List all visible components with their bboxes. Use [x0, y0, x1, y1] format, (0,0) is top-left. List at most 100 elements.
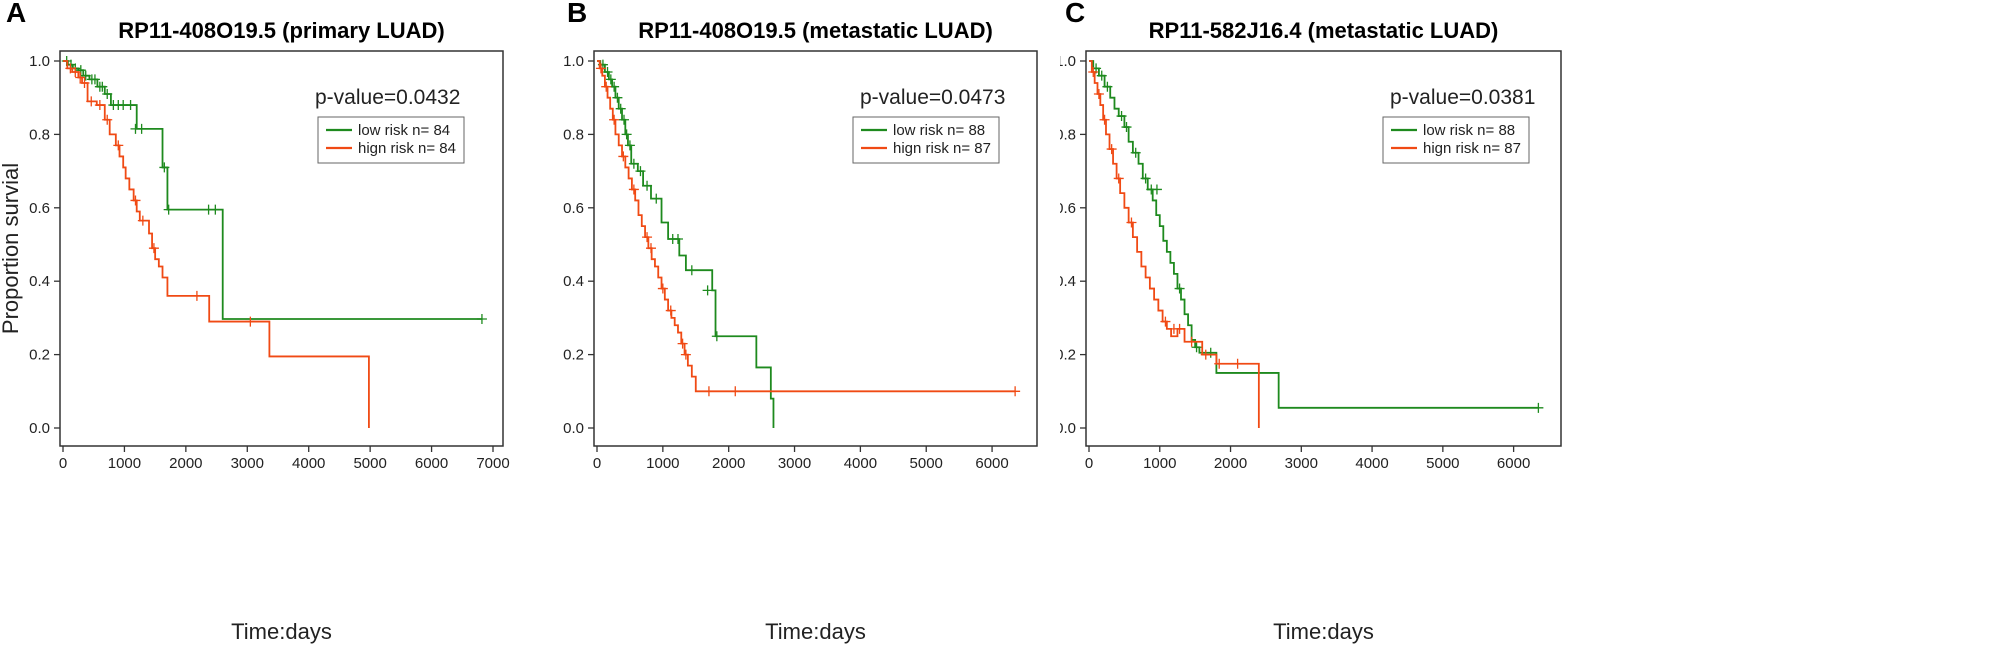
high-risk-censor-mark [1160, 316, 1171, 327]
low-risk-censor-mark [1102, 81, 1113, 92]
x-axis-label: Time:days [231, 619, 332, 644]
y-tick-label: 0.6 [563, 200, 584, 217]
low-risk-censor-mark [89, 74, 100, 85]
chart-title: RP11-408O19.5 (metastatic LUAD) [638, 18, 993, 43]
high-risk-censor-mark [665, 305, 676, 316]
high-risk-censor-mark [1088, 67, 1099, 78]
km-chart-b: B RP11-408O19.5 (metastatic LUAD) 0.0 0.2 0.… [563, 0, 1038, 644]
x-tick-label: 4000 [1355, 455, 1388, 472]
high-risk-censor-mark [1174, 323, 1185, 334]
high-risk-censor-mark [94, 100, 105, 111]
high-risk-censor-mark [642, 232, 653, 243]
high-risk-censor-mark [75, 72, 86, 83]
x-tick-label: 5000 [1426, 455, 1459, 472]
high-risk-censor-mark [1093, 89, 1104, 100]
low-risk-censor-mark [711, 331, 722, 342]
high-risk-censor-mark [245, 316, 256, 327]
x-tick-label: 1000 [1143, 455, 1176, 472]
low-risk-censor-mark [628, 158, 639, 169]
low-risk-censor-mark [136, 123, 147, 134]
y-tick-label: 0.2 [563, 347, 584, 364]
low-risk-censor-mark [210, 204, 221, 215]
low-risk-censor-mark [1116, 111, 1127, 122]
high-risk-censor-mark [677, 338, 688, 349]
low-risk-censor-mark [605, 74, 616, 85]
low-risk-censor-mark [642, 180, 653, 191]
legend-entry: hign risk n= 87 [893, 140, 991, 157]
y-tick-label: 0.8 [1060, 126, 1076, 143]
plot-frame [593, 50, 1038, 447]
low-risk-censor-mark [651, 193, 662, 204]
y-tick-label: 0.6 [29, 200, 50, 217]
high-risk-censor-mark [1200, 349, 1211, 360]
x-tick-label: 1000 [108, 455, 141, 472]
x-tick-label: 4000 [844, 455, 877, 472]
low-risk-censor-mark [1140, 173, 1151, 184]
panel-letter: B [567, 0, 587, 28]
km-chart-c: C RP11-582J16.4 (metastatic LUAD) 0.0 0.2 0.… [1060, 0, 1562, 644]
low-risk-censor-mark [1096, 70, 1107, 81]
high-risk-survival-curve [597, 60, 1016, 393]
panel-letter: A [6, 0, 26, 28]
low-risk-censor-mark [1130, 147, 1141, 158]
low-risk-censor-mark [1533, 402, 1544, 413]
y-tick-label: 0.4 [29, 273, 50, 290]
low-risk-survival-curve [1089, 60, 1539, 409]
y-tick-label: 0.8 [563, 126, 584, 143]
y-tick-label: 1.0 [563, 53, 584, 70]
y-tick-label: 0.2 [1060, 347, 1076, 364]
km-chart-a: A RP11-408O19.5 (primary LUAD) 0.0 0.2 0.4 0.… [0, 0, 510, 644]
y-tick-label: 0.0 [29, 420, 50, 437]
low-risk-censor-mark [1151, 184, 1162, 195]
x-tick-label: 5000 [353, 455, 386, 472]
plot-frame [1085, 50, 1562, 447]
x-tick-label: 2000 [1214, 455, 1247, 472]
high-risk-censor-mark [148, 243, 159, 254]
low-risk-censor-mark [1121, 122, 1132, 133]
low-risk-censor-mark [476, 314, 487, 325]
panel-a: A RP11-408O19.5 (primary LUAD) 0.0 0.2 0.4 0.… [0, 0, 560, 646]
low-risk-censor-mark [159, 162, 170, 173]
legend-box [317, 116, 465, 164]
y-tick-label: 0.4 [563, 273, 584, 290]
high-risk-censor-mark [601, 81, 612, 92]
low-risk-censor-mark [702, 285, 713, 296]
low-risk-censor-mark [1174, 283, 1185, 294]
low-risk-censor-mark [615, 103, 626, 114]
high-risk-censor-mark [657, 283, 668, 294]
y-tick-label: 1.0 [29, 53, 50, 70]
chart-title: RP11-408O19.5 (primary LUAD) [118, 18, 444, 43]
plot-frame [59, 50, 504, 447]
y-tick-label: 0.0 [1060, 420, 1076, 437]
y-tick-label: 0.0 [563, 420, 584, 437]
high-risk-censor-mark [113, 140, 124, 151]
x-tick-label: 0 [593, 455, 601, 472]
high-risk-censor-mark [730, 386, 741, 397]
x-tick-label: 6000 [975, 455, 1008, 472]
p-value-text: p-value=0.0432 [315, 86, 460, 109]
x-axis-label: Time:days [1273, 619, 1374, 644]
legend-entry: hign risk n= 84 [358, 140, 456, 157]
p-value-text: p-value=0.0381 [1390, 86, 1535, 109]
high-risk-censor-mark [1010, 386, 1021, 397]
high-risk-censor-mark [1186, 336, 1197, 347]
high-risk-censor-mark [645, 243, 656, 254]
high-risk-censor-mark [70, 67, 81, 78]
low-risk-censor-mark [612, 92, 623, 103]
legend-entry: low risk n= 84 [358, 122, 450, 139]
x-tick-label: 6000 [415, 455, 448, 472]
chart-title: RP11-582J16.4 (metastatic LUAD) [1149, 18, 1499, 43]
high-risk-censor-mark [137, 215, 148, 226]
x-tick-label: 5000 [910, 455, 943, 472]
low-risk-censor-mark [97, 81, 108, 92]
high-risk-survival-curve [1089, 60, 1260, 428]
high-risk-censor-mark [609, 114, 620, 125]
high-risk-censor-mark [1113, 173, 1124, 184]
y-tick-label: 0.4 [1060, 273, 1076, 290]
high-risk-censor-mark [1214, 358, 1225, 369]
high-risk-censor-mark [1099, 114, 1110, 125]
low-risk-censor-mark [80, 70, 91, 81]
high-risk-censor-mark [191, 290, 202, 301]
